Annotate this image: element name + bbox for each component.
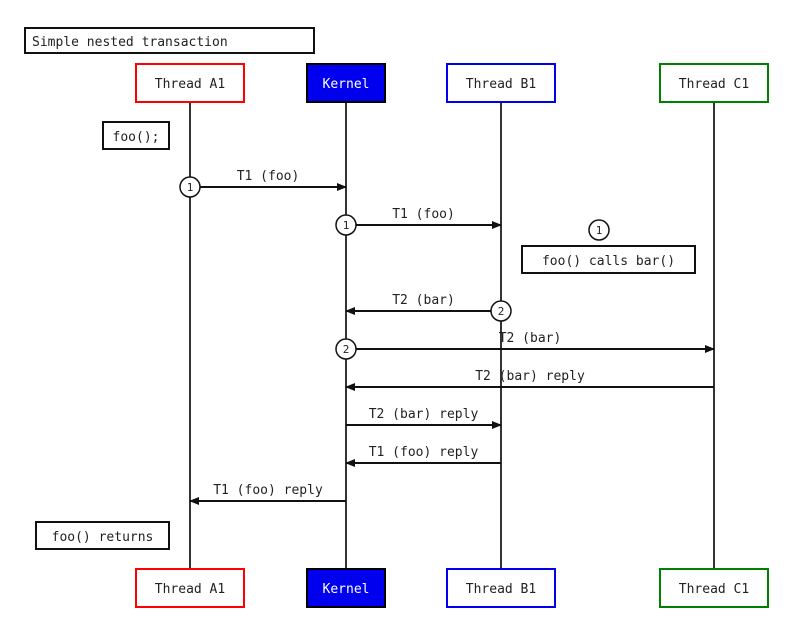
message-label: T2 (bar) reply <box>369 407 479 422</box>
participant-header-B1: Thread B1 <box>446 63 556 103</box>
message-arrow: T2 (bar) reply <box>345 369 714 391</box>
step-marker: 2 <box>490 300 512 322</box>
participant-footer-C1: Thread C1 <box>659 568 769 608</box>
message-label: T1 (foo) <box>237 169 300 184</box>
step-marker: 1 <box>335 214 357 236</box>
participant-label: Thread C1 <box>679 77 749 92</box>
message-label: T2 (bar) <box>499 331 562 346</box>
message-arrow: T2 (bar) 2 <box>345 293 512 322</box>
participant-label: Kernel <box>323 77 370 92</box>
participant-footer-A1: Thread A1 <box>135 568 245 608</box>
svg-text:1: 1 <box>187 181 194 194</box>
message-label: T2 (bar) reply <box>475 369 585 384</box>
diagram-title-text: Simple nested transaction <box>32 35 228 50</box>
message-label: T1 (foo) <box>392 207 455 222</box>
step-marker: 1 <box>179 176 201 198</box>
note-box: foo() calls bar() 1 <box>521 219 696 274</box>
message-label: T1 (foo) reply <box>213 483 323 498</box>
participant-label: Thread C1 <box>679 582 749 597</box>
step-marker <box>588 219 610 241</box>
participant-label: Thread B1 <box>466 582 536 597</box>
message-label: T2 (bar) <box>392 293 455 308</box>
message-arrow: T2 (bar) 2 <box>335 331 715 360</box>
note-text: foo() calls bar() <box>542 254 675 269</box>
message-label: T1 (foo) reply <box>369 445 479 460</box>
message-arrow: T1 (foo) reply <box>345 445 501 467</box>
participant-header-C1: Thread C1 <box>659 63 769 103</box>
note-text: foo(); <box>113 130 160 145</box>
message-arrow: T1 (foo) 1 <box>335 207 502 236</box>
note-box: foo(); <box>102 121 170 150</box>
diagram-title: Simple nested transaction <box>24 27 315 54</box>
svg-text:1: 1 <box>596 224 603 237</box>
participant-footer-K: Kernel <box>306 568 386 608</box>
message-arrow: T2 (bar) reply <box>346 407 502 429</box>
participant-header-A1: Thread A1 <box>135 63 245 103</box>
participant-footer-B1: Thread B1 <box>446 568 556 608</box>
participant-label: Kernel <box>323 582 370 597</box>
message-arrow: T1 (foo) 1 <box>179 169 347 198</box>
svg-text:1: 1 <box>343 219 350 232</box>
message-arrow: T1 (foo) reply <box>189 483 346 505</box>
svg-text:2: 2 <box>343 343 350 356</box>
svg-text:2: 2 <box>498 305 505 318</box>
participant-label: Thread B1 <box>466 77 536 92</box>
note-text: foo() returns <box>52 530 154 545</box>
participant-label: Thread A1 <box>155 77 225 92</box>
participant-header-K: Kernel <box>306 63 386 103</box>
participant-label: Thread A1 <box>155 582 225 597</box>
note-box: foo() returns <box>35 521 170 550</box>
step-marker: 2 <box>335 338 357 360</box>
